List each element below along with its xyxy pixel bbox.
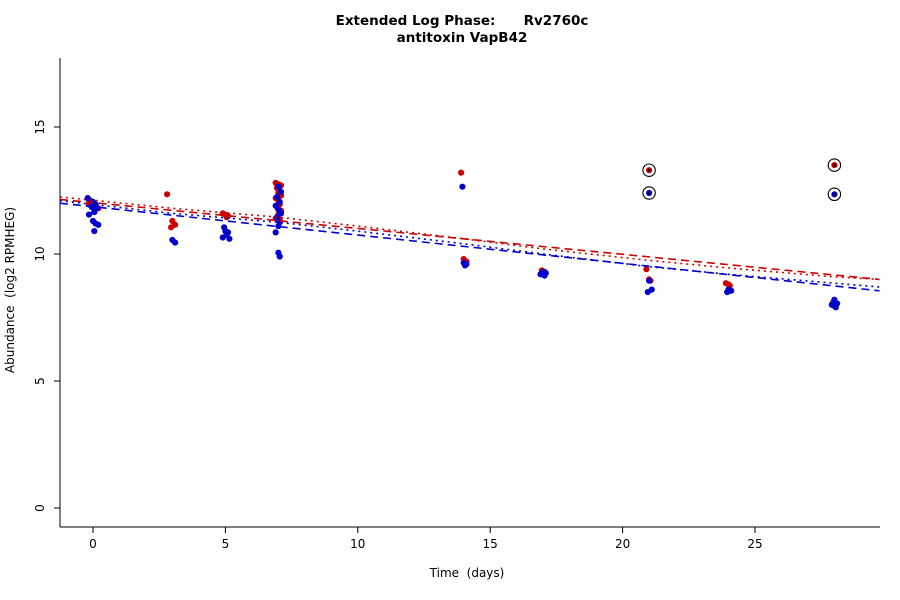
y-tick-label: 15 [33,119,47,134]
data-point-red [164,191,171,198]
data-point-blue [277,188,285,195]
data-point-blue [273,193,281,200]
trend-lines [59,196,880,292]
x-tick-label: 25 [747,537,762,551]
data-point-blue [276,253,283,260]
flag-center-dot-icon [833,163,836,167]
data-point-blue [724,289,731,296]
data-point-blue [91,209,98,216]
data-point-blue [91,228,98,235]
flag-center-dot-icon [647,191,651,195]
trend-line-blue-dashed-fit [59,202,880,292]
x-tick-label: 5 [222,537,230,551]
data-point-blue [172,239,179,246]
x-tick-label: 15 [483,537,498,551]
flag-ring-icon [827,187,842,202]
data-point-blue [541,272,548,279]
data-point-blue [272,229,279,236]
x-axis-label: Time (days) [429,566,505,580]
y-tick-label: 10 [33,246,47,261]
data-point-red [223,214,230,221]
y-tick-label: 0 [33,504,47,512]
data-point-blue [459,183,466,190]
data-point-blue [644,289,651,296]
data-points [84,169,841,311]
data-point-blue [275,223,282,230]
axes: 0 5 10 15 20 25 0 5 10 15 [33,58,880,551]
data-point-blue [219,234,226,241]
chart-title: Extended Log Phase: Rv2760c [336,13,589,29]
data-point-blue [276,198,283,205]
flag-center-dot-icon [647,168,651,172]
flag-ring-icon [827,158,842,172]
data-point-blue [273,214,281,221]
x-tick-label: 0 [89,537,97,551]
data-point-blue [277,210,285,217]
x-tick-label: 10 [350,537,365,551]
x-tick-label: 20 [615,537,630,551]
y-axis-label: Abundance (log2 RPMHEG) [3,207,17,373]
trend-line-red-dotted-fit [59,196,880,281]
y-tick-label: 5 [33,377,47,385]
chart-subtitle: antitoxin VapB42 [397,30,528,46]
flag-ring-icon [642,186,656,200]
data-point-red [458,169,465,176]
data-point-blue [226,235,233,242]
data-point-blue [85,211,93,218]
trend-line-red-dashed-fit [59,198,880,281]
data-point-blue [275,183,282,190]
data-point-blue [461,262,469,269]
data-point-red [643,266,650,273]
data-point-blue [646,277,653,284]
data-point-red [168,224,175,231]
flag-center-dot-icon [833,193,836,196]
flag-ring-icon [642,163,656,177]
trend-line-blue-dotted-fit [59,199,880,288]
circled-points [642,158,842,202]
data-point-blue [832,304,839,311]
data-point-blue [95,221,102,228]
